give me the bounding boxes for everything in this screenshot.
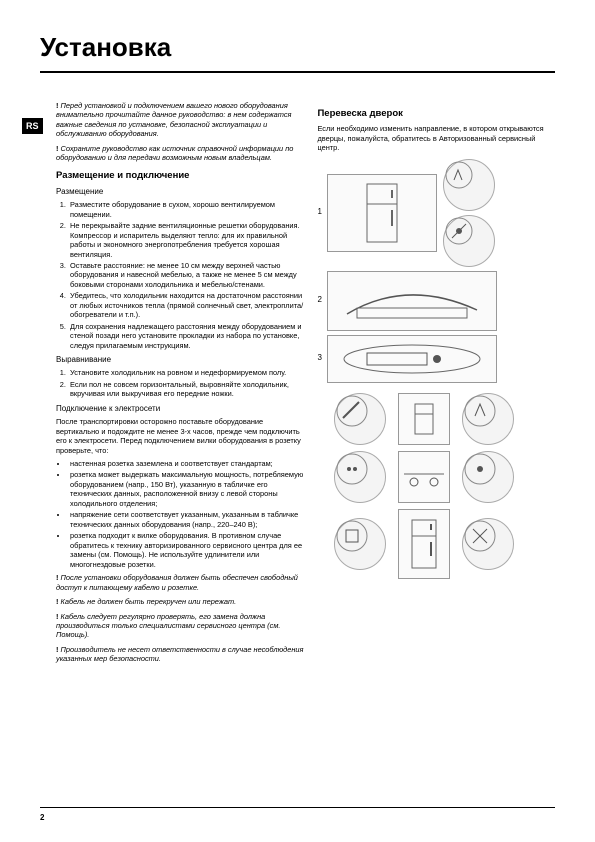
heading-doors: Перевеска дверок xyxy=(317,108,555,120)
doors-text: Если необходимо изменить направление, в … xyxy=(317,124,555,152)
footer-rule xyxy=(40,807,555,808)
warning-5: ! Кабель следует регулярно проверять, ег… xyxy=(56,612,303,640)
illus-number-1: 1 xyxy=(317,207,327,217)
warning-6-text: Производитель не несет ответственности в… xyxy=(56,645,303,663)
heading-placement: Размещение и подключение xyxy=(56,170,303,182)
subheading-electric: Подключение к электросети xyxy=(56,404,303,414)
illus-detail-a2 xyxy=(398,393,450,445)
list-item: Убедитесь, что холодильник находится на … xyxy=(68,291,303,319)
illus-detail-grid xyxy=(331,393,555,579)
illus-detail-1b xyxy=(443,215,495,267)
right-column: Перевеска дверок Если необходимо изменит… xyxy=(317,101,555,669)
illus-row-1: 1 xyxy=(317,159,555,267)
page-number: 2 xyxy=(40,813,44,822)
title-rule xyxy=(40,71,555,73)
warning-3-text: После установки оборудования должен быть… xyxy=(56,573,298,591)
list-item: розетка подходит к вилке оборудования. В… xyxy=(68,531,303,569)
page-title: Установка xyxy=(40,32,555,63)
list-item: Оставьте расстояние: не менее 10 см межд… xyxy=(68,261,303,289)
illus-number-2: 2 xyxy=(317,295,327,305)
electric-intro: После транспортировки осторожно поставьт… xyxy=(56,417,303,455)
illus-number-3: 3 xyxy=(317,353,327,363)
illustration-block: 1 2 3 xyxy=(317,159,555,579)
illus-laying xyxy=(327,271,497,331)
subheading-placement: Размещение xyxy=(56,187,303,197)
list-item: Установите холодильник на ровном и недеф… xyxy=(68,368,303,377)
list-item: напряжение сети соответствует указанным,… xyxy=(68,510,303,529)
electric-list: настенная розетка заземлена и соответств… xyxy=(56,459,303,569)
warning-2: ! Сохраните руководство как источник спр… xyxy=(56,144,303,163)
warning-1: ! Перед установкой и подключением вашего… xyxy=(56,101,303,139)
language-badge: RS xyxy=(22,118,43,134)
leveling-list: Установите холодильник на ровном и недеф… xyxy=(56,368,303,398)
list-item: Разместите оборудование в сухом, хорошо … xyxy=(68,200,303,219)
warning-3: ! После установки оборудования должен бы… xyxy=(56,573,303,592)
warning-4: ! Кабель не должен быть перекручен или п… xyxy=(56,597,303,606)
content-columns: ! Перед установкой и подключением вашего… xyxy=(56,101,555,669)
illus-detail-b3 xyxy=(462,451,514,503)
illus-detail-c2 xyxy=(398,509,450,579)
list-item: Если пол не совсем горизонтальный, выров… xyxy=(68,380,303,399)
warning-1-text: Перед установкой и подключением вашего н… xyxy=(56,101,292,138)
left-column: ! Перед установкой и подключением вашего… xyxy=(56,101,303,669)
illus-fridge-1 xyxy=(327,174,437,252)
illus-row-2: 2 xyxy=(317,271,555,331)
warning-5-text: Кабель следует регулярно проверять, его … xyxy=(56,612,280,640)
illus-row-3: 3 xyxy=(317,335,555,383)
illus-detail-c1 xyxy=(334,518,386,570)
illus-detail-b1 xyxy=(334,451,386,503)
list-item: Не перекрывайте задние вентиляционные ре… xyxy=(68,221,303,259)
illus-detail-b2 xyxy=(398,451,450,503)
illus-hinge xyxy=(327,335,497,383)
warning-4-text: Кабель не должен быть перекручен или пер… xyxy=(61,597,237,606)
illus-detail-a1 xyxy=(334,393,386,445)
subheading-leveling: Выравнивание xyxy=(56,355,303,365)
list-item: настенная розетка заземлена и соответств… xyxy=(68,459,303,468)
list-item: розетка может выдержать максимальную мощ… xyxy=(68,470,303,508)
illus-detail-c3 xyxy=(462,518,514,570)
list-item: Для сохранения надлежащего расстояния ме… xyxy=(68,322,303,350)
placement-list: Разместите оборудование в сухом, хорошо … xyxy=(56,200,303,350)
warning-6: ! Производитель не несет ответственности… xyxy=(56,645,303,664)
illus-detail-1a xyxy=(443,159,495,211)
illus-detail-a3 xyxy=(462,393,514,445)
warning-2-text: Сохраните руководство как источник справ… xyxy=(56,144,293,162)
